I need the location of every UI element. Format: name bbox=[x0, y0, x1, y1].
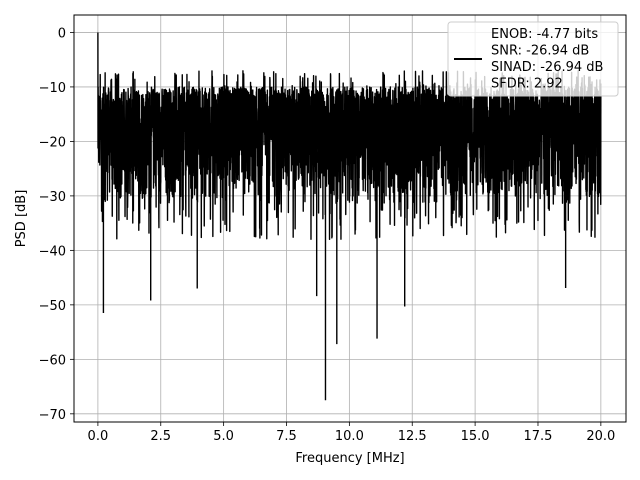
legend-entry: ENOB: -4.77 bits bbox=[491, 27, 598, 42]
psd-trace bbox=[97, 32, 602, 401]
x-tick-label: 7.5 bbox=[276, 429, 297, 444]
x-tick-label: 15.0 bbox=[461, 429, 490, 444]
x-tick-label: 2.5 bbox=[150, 429, 171, 444]
psd-series-line bbox=[97, 32, 602, 401]
legend-entry: SFDR: 2.92 bbox=[491, 77, 563, 92]
x-tick-label: 17.5 bbox=[524, 429, 553, 444]
x-tick-label: 0.0 bbox=[88, 429, 109, 444]
y-tick-label: −30 bbox=[39, 190, 66, 205]
y-tick-label: −60 bbox=[39, 353, 66, 368]
y-tick-label: 0 bbox=[58, 26, 66, 41]
y-tick-label: −40 bbox=[39, 244, 66, 259]
x-tick-label: 5.0 bbox=[213, 429, 234, 444]
y-tick-label: −70 bbox=[39, 408, 66, 423]
x-tick-label: 12.5 bbox=[398, 429, 427, 444]
y-tick-label: −20 bbox=[39, 135, 66, 150]
y-axis-ticks: 0 −10 −20 −30 −40 −50 −60 −70 bbox=[39, 26, 74, 423]
legend-entry: SINAD: -26.94 dB bbox=[491, 60, 603, 75]
axes-frame bbox=[73, 14, 627, 423]
x-tick-label: 20.0 bbox=[586, 429, 615, 444]
y-tick-label: −10 bbox=[39, 81, 66, 96]
y-tick-label: −50 bbox=[39, 299, 66, 314]
y-axis-label: PSD [dB] bbox=[14, 190, 29, 248]
x-axis-label: Frequency [MHz] bbox=[295, 451, 404, 466]
legend-box bbox=[447, 21, 619, 97]
legend-entry: SNR: -26.94 dB bbox=[491, 44, 589, 59]
x-tick-label: 10.0 bbox=[335, 429, 364, 444]
x-axis-ticks: 0.0 2.5 5.0 7.5 10.0 12.5 15.0 17.5 20.0 bbox=[88, 422, 615, 444]
